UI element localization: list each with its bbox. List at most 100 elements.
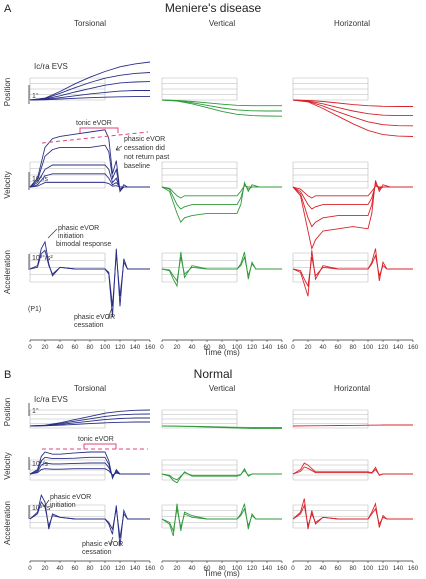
annotation-tonic-a: tonic eVOR	[41, 120, 149, 144]
scale-bar-position-b: 1°	[28, 403, 39, 416]
x-tick-label-a-torsional-140: 140	[130, 344, 141, 351]
x-tick-label-a-vertical-120: 120	[247, 344, 258, 351]
x-tick-label-a-vertical-40: 40	[189, 344, 196, 351]
stimulus-label-a: Ic/ra EVS	[34, 62, 68, 71]
x-tick-label-b-vertical-0: 0	[160, 565, 164, 572]
x-tick-label-b-horizontal-40: 40	[320, 565, 327, 572]
stimulus-box-b-acceleration-vertical	[161, 504, 238, 529]
scale-bar-velocity-a: 10°/s	[28, 172, 49, 190]
trace-a-position-vertical-3	[161, 99, 282, 107]
annotation-cessation-b-line-1: phasic eVOR	[82, 541, 123, 548]
stimulus-label-b: Ic/ra EVS	[34, 395, 68, 404]
x-tick-label-a-horizontal-20: 20	[305, 344, 312, 351]
trace-a-position-torsional-3	[29, 81, 151, 101]
x-tick-label-a-horizontal-60: 60	[335, 344, 342, 351]
x-tick-label-a-torsional-0: 0	[28, 344, 32, 351]
x-tick-label-b-vertical-20: 20	[174, 565, 181, 572]
trace-layer	[29, 61, 414, 547]
annotation-cessation-a: phasic eVOR cessation	[74, 307, 115, 329]
stimulus-box-a-velocity-vertical	[161, 161, 238, 189]
trace-b-position-torsional-2	[29, 413, 151, 427]
x-tick-label-b-torsional-120: 120	[115, 565, 126, 572]
stimulus-box-a-position-vertical	[161, 77, 238, 101]
row-label-position-b: Position	[3, 398, 12, 426]
scale-label-velocity-a: 10°/s	[32, 175, 49, 183]
trace-b-position-horizontal-1	[292, 424, 413, 427]
x-tick-label-b-horizontal-20: 20	[305, 565, 312, 572]
x-tick-label-b-horizontal-160: 160	[408, 565, 419, 572]
annotation-cessation-arrow	[115, 145, 123, 151]
trace-a-acceleration-torsional-2	[29, 249, 150, 307]
x-tick-label-a-torsional-80: 80	[87, 344, 94, 351]
trace-b-acceleration-horizontal-2	[292, 503, 413, 526]
x-tick-label-b-horizontal-60: 60	[335, 565, 342, 572]
x-tick-label-a-vertical-100: 100	[232, 344, 243, 351]
x-tick-label-b-horizontal-140: 140	[393, 565, 404, 572]
x-tick-label-b-horizontal-80: 80	[350, 565, 357, 572]
x-tick-label-b-torsional-40: 40	[57, 565, 64, 572]
x-tick-label-b-vertical-100: 100	[232, 565, 243, 572]
row-label-acceleration-a: Acceleration	[3, 250, 12, 294]
trace-b-velocity-torsional-4	[29, 468, 150, 476]
annotation-initiation-b-line-1: phasic eVOR	[50, 494, 91, 501]
annotation-initiation-a-line-1: phasic eVOR	[58, 225, 99, 232]
annotation-tonic-b: tonic eVOR	[42, 436, 148, 450]
annotation-initiation-b: phasic eVOR initiation	[43, 494, 91, 509]
stimulus-box-b-position-horizontal	[292, 409, 369, 429]
x-tick-label-a-vertical-140: 140	[262, 344, 273, 351]
row-label-acceleration-b: Acceleration	[3, 501, 12, 545]
x-tick-label-a-vertical-60: 60	[204, 344, 211, 351]
x-tick-label-a-vertical-0: 0	[160, 344, 164, 351]
annotation-cessation-note-a: phasic eVOR cessation did not return pas…	[115, 136, 169, 170]
panel-a-title: Meniere's disease	[165, 1, 262, 15]
x-axis-label-b: Time (ms)	[204, 569, 240, 578]
trace-a-velocity-torsional-1	[29, 129, 150, 193]
x-tick-label-a-torsional-20: 20	[42, 344, 49, 351]
x-tick-label-a-vertical-160: 160	[277, 344, 288, 351]
column-title-vertical-a: Vertical	[209, 19, 235, 28]
stimulus-box-a-velocity-torsional	[29, 161, 106, 189]
x-tick-label-b-torsional-60: 60	[72, 565, 79, 572]
stimulus-box-b-position-vertical	[161, 409, 238, 429]
x-tick-label-b-torsional-140: 140	[130, 565, 141, 572]
trace-a-acceleration-horizontal-2	[292, 253, 413, 288]
trace-a-position-torsional-2	[29, 72, 151, 101]
annotation-initiation-a-line-2: initiation	[58, 233, 84, 240]
annotation-cessation-b-arrow	[109, 536, 114, 546]
trace-b-acceleration-vertical-1	[161, 503, 282, 537]
x-tick-label-a-horizontal-120: 120	[378, 344, 389, 351]
annotation-cessation-b: phasic eVOR cessation	[82, 536, 123, 556]
trace-b-position-torsional-3	[29, 417, 150, 427]
trace-a-position-torsional-1	[29, 61, 151, 101]
x-tick-label-a-horizontal-140: 140	[393, 344, 404, 351]
x-axis-label-a: Time (ms)	[204, 348, 240, 357]
trace-b-position-torsional-4	[29, 421, 150, 427]
x-tick-label-b-torsional-80: 80	[87, 565, 94, 572]
x-tick-label-b-torsional-160: 160	[145, 565, 156, 572]
trace-a-velocity-horizontal-1	[292, 180, 413, 251]
annotation-cessation-note-line-4: baseline	[124, 163, 150, 170]
annotation-cessation-a-line-1: phasic eVOR	[74, 314, 115, 321]
x-tick-label-a-torsional-40: 40	[57, 344, 64, 351]
row-label-position-a: Position	[3, 78, 12, 106]
x-tick-label-b-torsional-100: 100	[100, 565, 111, 572]
annotation-cessation-b-line-2: cessation	[82, 549, 112, 556]
stimulus-box-b-velocity-horizontal	[292, 459, 369, 481]
stimulus-box-b-velocity-vertical	[161, 459, 238, 481]
stimulus-box-b-acceleration-torsional	[29, 504, 106, 529]
trace-b-position-vertical-2	[161, 425, 282, 429]
trace-a-velocity-vertical-2	[161, 183, 282, 210]
x-tick-label-a-torsional-160: 160	[145, 344, 156, 351]
x-tick-label-b-vertical-120: 120	[247, 565, 258, 572]
panel-b-title: Normal	[194, 367, 233, 381]
column-title-horizontal-a: Horizontal	[334, 19, 370, 28]
trace-a-position-horizontal-3	[292, 99, 413, 117]
trace-b-acceleration-vertical-2	[161, 507, 282, 533]
scale-bar-acceleration-b: 10³°/s²	[28, 504, 53, 519]
trace-b-velocity-horizontal-2	[292, 466, 413, 476]
x-tick-label-a-horizontal-40: 40	[320, 344, 327, 351]
x-tick-label-a-torsional-100: 100	[100, 344, 111, 351]
trace-a-velocity-horizontal-4	[292, 185, 413, 199]
annotation-initiation-a: phasic eVOR initiation bimodal response	[47, 225, 111, 248]
